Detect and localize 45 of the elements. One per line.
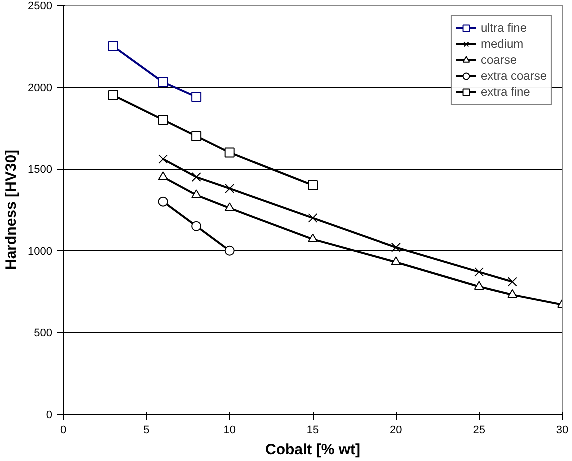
x-tick-label: 0: [60, 424, 67, 436]
legend-label: extra coarse: [480, 68, 547, 84]
point: [158, 172, 168, 180]
point: [192, 190, 202, 198]
x-tick-label: 30: [556, 424, 569, 436]
point: [224, 202, 235, 212]
y-tick-label: 500: [34, 328, 53, 340]
point: [308, 234, 318, 243]
x-tick-label: 10: [224, 424, 236, 436]
point: [391, 256, 402, 266]
point: [158, 154, 168, 164]
legend-label: coarse: [480, 52, 517, 68]
y-tick-label: 0: [46, 410, 53, 422]
point: [192, 172, 202, 182]
point: [308, 213, 318, 223]
x-tick-label: 5: [144, 424, 150, 436]
point: [192, 92, 202, 102]
point: [508, 289, 518, 298]
point: [108, 90, 118, 100]
x-tick-label: 15: [306, 424, 320, 436]
x-tick-label: 20: [390, 424, 402, 436]
legend-label: medium: [480, 36, 524, 52]
point: [192, 131, 202, 142]
x-axis-title: Cobalt [% wt]: [266, 442, 361, 458]
point: [224, 246, 235, 256]
point: [192, 221, 202, 232]
point: [158, 77, 168, 88]
point: [224, 148, 235, 158]
y-tick-label: 1000: [28, 246, 53, 258]
y-tick-label: 2500: [28, 0, 53, 12]
point: [474, 281, 484, 290]
y-tick-label: 2000: [28, 82, 53, 94]
point: [158, 196, 168, 207]
point: [391, 242, 401, 252]
point: [225, 184, 235, 194]
legend-label: ultra fine: [480, 20, 527, 36]
legend-label: extra fine: [480, 84, 530, 100]
point: [474, 267, 484, 277]
point: [508, 277, 518, 287]
point: [158, 115, 168, 126]
y-axis-title: Hardness [HV30]: [3, 150, 20, 270]
y-tick-label: 1500: [28, 164, 53, 176]
x-tick-label: 25: [473, 424, 486, 436]
point: [308, 180, 318, 190]
point: [108, 41, 118, 52]
